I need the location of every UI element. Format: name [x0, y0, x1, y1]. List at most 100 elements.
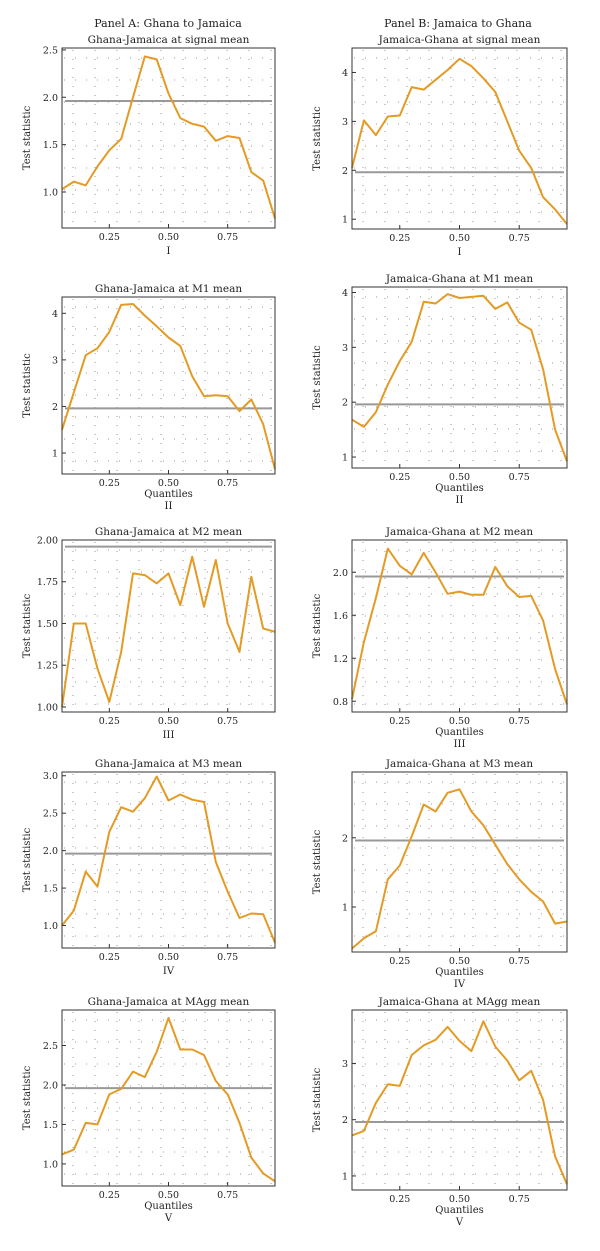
- x-tick-label: 0.25: [99, 478, 120, 489]
- chart-title: Ghana-Jamaica at M2 mean: [95, 526, 243, 538]
- x-tick-label: 0.50: [158, 716, 179, 727]
- y-tick-label: 1.5: [43, 140, 58, 151]
- chart-5: Ghana-Jamaica at M2 mean 1.00 1.25 1.50 1.75…: [22, 526, 276, 741]
- y-tick-label: 3: [342, 1059, 348, 1070]
- x-tick-label: 0.50: [449, 716, 470, 727]
- x-tick-label: 0.75: [217, 1190, 238, 1201]
- x-tick-label: 0.25: [99, 716, 120, 727]
- chart-caption-numeral: III: [454, 739, 466, 750]
- series-line: [61, 1016, 276, 1183]
- plot-frame: [351, 47, 568, 230]
- series-line: [61, 303, 276, 470]
- grid-dots: [64, 50, 273, 226]
- x-tick-label: 0.50: [158, 1190, 179, 1201]
- grid-dots: [354, 774, 565, 950]
- x-axis-label: Quantiles: [435, 1205, 484, 1216]
- x-axis-label: Quantiles: [435, 727, 484, 738]
- y-tick-label: 1.0: [43, 921, 58, 932]
- y-tick-label: 0.8: [333, 697, 348, 708]
- x-tick-label: 0.50: [449, 1194, 470, 1205]
- series-line: [351, 1020, 568, 1185]
- y-axis-label: Test statistic: [312, 345, 323, 410]
- series-line: [351, 788, 568, 950]
- x-tick-label: 0.25: [389, 1194, 410, 1205]
- y-tick-label: 3: [342, 117, 348, 128]
- x-tick-label: 0.75: [217, 478, 238, 489]
- y-tick-label: 1: [342, 1171, 348, 1182]
- grid-dots: [354, 1012, 565, 1188]
- chart-title: Ghana-Jamaica at M1 mean: [95, 283, 243, 295]
- y-axis-label: Test statistic: [312, 106, 323, 171]
- y-axis-label: Test statistic: [312, 1067, 323, 1132]
- y-tick-label: 2.0: [43, 846, 58, 857]
- x-tick-label: 0.75: [509, 472, 530, 483]
- charts-layer: Ghana-Jamaica at signal mean 1.0 1.5 2.0 2.5…: [22, 34, 568, 1228]
- plot-frame: [61, 47, 276, 229]
- y-tick-label: 2.5: [43, 1041, 58, 1052]
- x-tick-label: 0.75: [217, 716, 238, 727]
- panel-b-heading: Panel B: Jamaica to Ghana: [384, 17, 532, 30]
- y-tick-label: 1.50: [37, 619, 58, 630]
- y-tick-label: 4: [52, 309, 58, 320]
- y-tick-label: 1.0: [43, 1159, 58, 1170]
- y-tick-label: 3.0: [43, 771, 58, 782]
- y-tick-label: 1.00: [37, 702, 58, 713]
- plot-frame: [351, 286, 568, 469]
- chart-10: Jamaica-Ghana at MAgg mean 1 2 3 0.25 0.50 0.7…: [312, 996, 568, 1228]
- grid-dots: [64, 542, 273, 710]
- plot-frame: [351, 771, 568, 953]
- y-tick-label: 2: [342, 1115, 348, 1126]
- x-tick-label: 0.25: [389, 956, 410, 967]
- y-tick-label: 4: [342, 68, 348, 79]
- grid-dots: [354, 542, 565, 710]
- chart-title: Jamaica-Ghana at signal mean: [378, 34, 541, 46]
- x-axis-label: Quantiles: [435, 483, 484, 494]
- x-tick-label: 0.75: [217, 952, 238, 963]
- y-tick-label: 2.5: [43, 45, 58, 56]
- x-tick-label: 0.75: [509, 956, 530, 967]
- plot-frame: [61, 296, 276, 475]
- y-tick-label: 1.75: [37, 577, 58, 588]
- chart-caption-numeral: II: [456, 495, 464, 506]
- y-axis-label: Test statistic: [22, 1065, 33, 1130]
- chart-8: Jamaica-Ghana at M3 mean 1 2 0.25 0.50 0.75 Te…: [312, 758, 568, 990]
- chart-caption-numeral: II: [165, 501, 173, 512]
- y-axis-label: Test statistic: [22, 353, 33, 418]
- y-axis-label: Test statistic: [22, 593, 33, 658]
- y-tick-label: 2.5: [43, 809, 58, 820]
- chart-7: Ghana-Jamaica at M3 mean 1.0 1.5 2.0 2.5 3.0 0…: [22, 758, 276, 977]
- y-tick-label: 2.0: [43, 93, 58, 104]
- grid-dots: [64, 1012, 273, 1184]
- x-axis-label: Quantiles: [144, 1201, 193, 1212]
- y-tick-label: 4: [342, 288, 348, 299]
- chart-9: Ghana-Jamaica at MAgg mean 1.0 1.5 2.0 2.5 0.…: [22, 996, 276, 1224]
- panel-a-heading: Panel A: Ghana to Jamaica: [94, 17, 242, 30]
- chart-title: Jamaica-Ghana at M1 mean: [385, 273, 534, 285]
- x-tick-label: 0.25: [99, 1190, 120, 1201]
- y-axis-label: Test statistic: [22, 827, 33, 892]
- series-line: [351, 547, 568, 705]
- y-tick-label: 1: [52, 449, 58, 460]
- x-tick-label: 0.25: [389, 716, 410, 727]
- chart-title: Ghana-Jamaica at MAgg mean: [88, 996, 250, 1008]
- x-tick-label: 0.25: [99, 232, 120, 243]
- x-tick-label: 0.50: [449, 956, 470, 967]
- y-tick-label: 2: [342, 833, 348, 844]
- chart-title: Jamaica-Ghana at MAgg mean: [378, 996, 541, 1008]
- chart-4: Jamaica-Ghana at M1 mean 1 2 3 4 0.25 0.50 0.75…: [312, 273, 568, 506]
- y-tick-label: 1: [342, 903, 348, 914]
- y-tick-label: 3: [52, 355, 58, 366]
- y-tick-label: 1: [342, 215, 348, 226]
- y-tick-label: 2.0: [43, 1080, 58, 1091]
- chart-caption-numeral: I: [167, 246, 171, 257]
- series-line: [61, 775, 276, 944]
- y-tick-label: 2: [342, 166, 348, 177]
- y-axis-label: Test statistic: [22, 105, 33, 170]
- chart-caption-numeral: V: [164, 1213, 173, 1224]
- chart-title: Ghana-Jamaica at signal mean: [88, 34, 250, 46]
- chart-caption-numeral: III: [163, 730, 175, 741]
- grid-dots: [354, 50, 565, 227]
- y-tick-label: 1.0: [43, 188, 58, 199]
- y-tick-label: 1.2: [333, 654, 348, 665]
